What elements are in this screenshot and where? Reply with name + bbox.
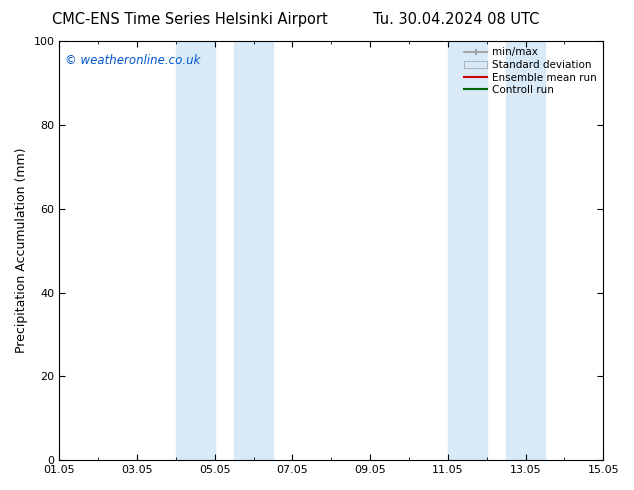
- Legend: min/max, Standard deviation, Ensemble mean run, Controll run: min/max, Standard deviation, Ensemble me…: [460, 43, 601, 99]
- Text: Tu. 30.04.2024 08 UTC: Tu. 30.04.2024 08 UTC: [373, 12, 540, 27]
- Bar: [448, 41, 487, 460]
- Bar: [176, 41, 215, 460]
- Y-axis label: Precipitation Accumulation (mm): Precipitation Accumulation (mm): [15, 148, 28, 353]
- Text: © weatheronline.co.uk: © weatheronline.co.uk: [65, 53, 200, 67]
- Text: CMC-ENS Time Series Helsinki Airport: CMC-ENS Time Series Helsinki Airport: [53, 12, 328, 27]
- Bar: [234, 41, 273, 460]
- Bar: [506, 41, 545, 460]
